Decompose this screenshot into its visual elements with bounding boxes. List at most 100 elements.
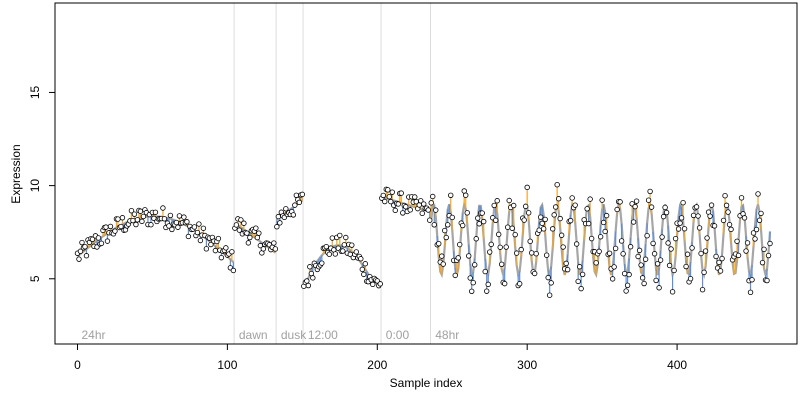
data-point <box>612 245 619 252</box>
data-point <box>341 242 348 248</box>
x-tick-label: 400 <box>667 358 687 372</box>
data-point <box>734 238 740 244</box>
data-point <box>587 196 593 202</box>
data-point <box>723 202 730 209</box>
data-point <box>624 282 631 288</box>
data-point <box>385 187 391 193</box>
data-point <box>749 277 755 283</box>
data-point <box>644 232 650 239</box>
data-point <box>130 217 136 224</box>
region-label: dawn <box>239 328 268 342</box>
data-point <box>293 192 300 198</box>
data-point <box>738 195 745 201</box>
data-point <box>229 249 235 255</box>
data-point <box>695 213 701 219</box>
data-point <box>274 224 280 230</box>
data-point <box>382 198 388 205</box>
data-point <box>491 202 497 209</box>
data-point <box>428 200 434 206</box>
data-point <box>256 230 262 236</box>
data-point <box>466 253 472 259</box>
data-point <box>310 275 316 281</box>
data-point <box>388 198 394 205</box>
data-point <box>722 193 728 199</box>
data-point <box>119 215 126 221</box>
data-point <box>537 214 544 220</box>
data-point <box>569 195 575 201</box>
data-point <box>460 222 466 229</box>
data-point <box>134 217 141 223</box>
data-point <box>522 203 529 210</box>
data-point <box>332 251 339 257</box>
data-point <box>196 221 202 227</box>
data-point <box>185 233 192 240</box>
data-point <box>425 207 431 213</box>
y-axis-label: Expression <box>9 144 23 203</box>
data-point <box>633 198 640 204</box>
data-point <box>708 202 715 208</box>
data-point <box>662 204 668 211</box>
data-point <box>445 222 451 228</box>
data-point <box>696 225 703 231</box>
data-point <box>340 248 346 254</box>
data-point <box>554 182 560 188</box>
data-point <box>545 274 551 281</box>
data-point <box>472 262 478 268</box>
y-axis: 5 10 15 <box>28 85 56 282</box>
data-point <box>482 268 488 275</box>
y-tick-label: 5 <box>28 275 42 282</box>
data-point <box>89 236 96 243</box>
data-point <box>744 240 751 246</box>
data-point <box>527 238 533 245</box>
data-point <box>623 288 629 294</box>
data-point <box>449 214 455 221</box>
data-point <box>115 216 121 222</box>
data-point <box>487 249 493 255</box>
data-point <box>152 209 159 215</box>
data-point <box>510 202 517 209</box>
data-point <box>521 217 527 223</box>
data-point <box>176 213 183 219</box>
data-point <box>308 270 315 277</box>
data-point <box>621 270 628 277</box>
data-point <box>118 223 124 230</box>
data-point <box>690 212 697 219</box>
data-point <box>660 213 667 220</box>
data-point <box>548 280 554 286</box>
data-point <box>481 218 487 225</box>
x-tick-label: 200 <box>367 358 387 372</box>
data-point <box>498 261 505 268</box>
data-point <box>668 246 674 252</box>
x-tick-label: 0 <box>74 358 81 372</box>
data-point <box>600 219 607 226</box>
data-point <box>647 188 653 195</box>
data-point <box>611 264 617 270</box>
data-point <box>131 211 138 217</box>
data-point <box>161 216 168 222</box>
x-axis: 0 100 200 300 400 <box>74 343 687 372</box>
data-point <box>747 289 754 296</box>
data-point <box>103 224 109 230</box>
data-point <box>689 245 695 251</box>
data-point <box>678 215 685 221</box>
data-point <box>455 255 461 261</box>
data-point <box>215 235 222 242</box>
data-point <box>567 217 574 224</box>
data-point <box>597 234 604 240</box>
data-point <box>687 275 694 282</box>
y-tick-label: 10 <box>28 179 42 193</box>
data-point <box>473 236 479 242</box>
data-point <box>681 226 688 232</box>
data-point <box>606 250 613 257</box>
data-point <box>617 199 623 205</box>
data-point <box>353 249 359 255</box>
data-point <box>497 244 503 250</box>
data-point <box>412 194 418 200</box>
data-point <box>427 217 433 223</box>
data-point <box>448 192 454 198</box>
data-point <box>558 232 565 238</box>
data-point <box>244 230 250 236</box>
data-point <box>666 262 673 269</box>
data-point <box>307 264 313 270</box>
data-point <box>323 243 330 250</box>
